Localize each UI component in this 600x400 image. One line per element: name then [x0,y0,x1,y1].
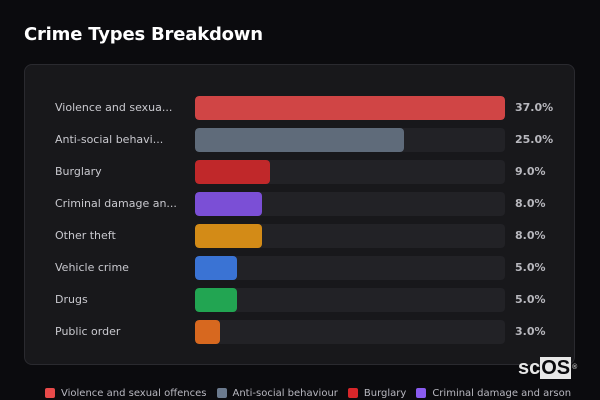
bar-track [195,128,505,152]
bar-label: Other theft [55,229,116,242]
bar-label: Drugs [55,293,88,306]
bar-value: 37.0% [515,101,554,114]
legend-item[interactable]: Criminal damage and arson [416,388,571,399]
bar-label: Anti-social behavi... [55,133,164,146]
bar-fill [195,288,237,312]
bar-label: Vehicle crime [55,261,129,274]
bar-value: 25.0% [515,133,554,146]
chart-panel: Violence and sexua... 37.0% Anti-social be… [24,64,575,365]
bar-track [195,256,505,280]
legend-item[interactable]: Anti-social behaviour [216,387,338,399]
bar-value: 9.0% [515,165,546,178]
bar-value: 8.0% [515,229,546,242]
bar-label: Violence and sexua... [55,101,173,114]
bar-track [195,160,505,184]
legend-swatch-icon [216,388,227,398]
bar-value: 3.0% [515,325,546,338]
legend-swatch-icon [347,388,358,398]
legend-label: Violence and sexual offences [61,387,207,399]
legend-item[interactable]: Burglary [347,387,407,399]
bar-row[interactable]: Violence and sexua... 37.0% [25,95,574,121]
legend-swatch-icon [416,388,427,398]
legend-swatch-icon [45,388,55,398]
registered-icon: ® [572,364,578,371]
bar-value: 8.0% [515,197,546,210]
bar-value: 5.0% [515,261,546,274]
bar-track [195,288,505,312]
bar-fill [195,224,263,248]
legend-label: Criminal damage and arson [432,387,572,399]
watermark-boxed: OS [540,357,572,379]
bar-label: Criminal damage an... [55,197,177,210]
legend-label: Burglary [363,387,407,399]
bar-track [195,96,505,120]
bar-fill [195,96,505,120]
legend-item[interactable]: Violence and sexual offences [45,388,207,399]
bar-row[interactable]: Burglary 9.0% [25,159,574,185]
bar-fill [195,256,237,280]
bar-fill [195,320,221,344]
bar-track [195,320,505,344]
bar-row[interactable]: Vehicle crime 5.0% [25,255,574,281]
bar-track [195,192,505,216]
chart-legend: Violence and sexual offences Anti-social … [45,386,581,400]
bar-fill [195,192,263,216]
chart-title: Crime Types Breakdown [24,24,263,45]
bar-track [195,224,505,248]
legend-label: Anti-social behaviour [232,387,338,399]
watermark-prefix: sc [518,357,541,379]
bar-row[interactable]: Drugs 5.0% [25,287,574,313]
bar-row[interactable]: Criminal damage an... 8.0% [25,191,574,217]
bar-row[interactable]: Other theft 8.0% [25,223,574,249]
bar-row[interactable]: Public order 3.0% [25,319,574,345]
bar-value: 5.0% [515,293,546,306]
bar-fill [195,128,405,152]
watermark-logo: scOS ® [518,357,577,379]
bar-row[interactable]: Anti-social behavi... 25.0% [25,127,574,153]
bar-fill [195,160,271,184]
bar-label: Public order [55,325,121,338]
bar-label: Burglary [55,165,102,178]
